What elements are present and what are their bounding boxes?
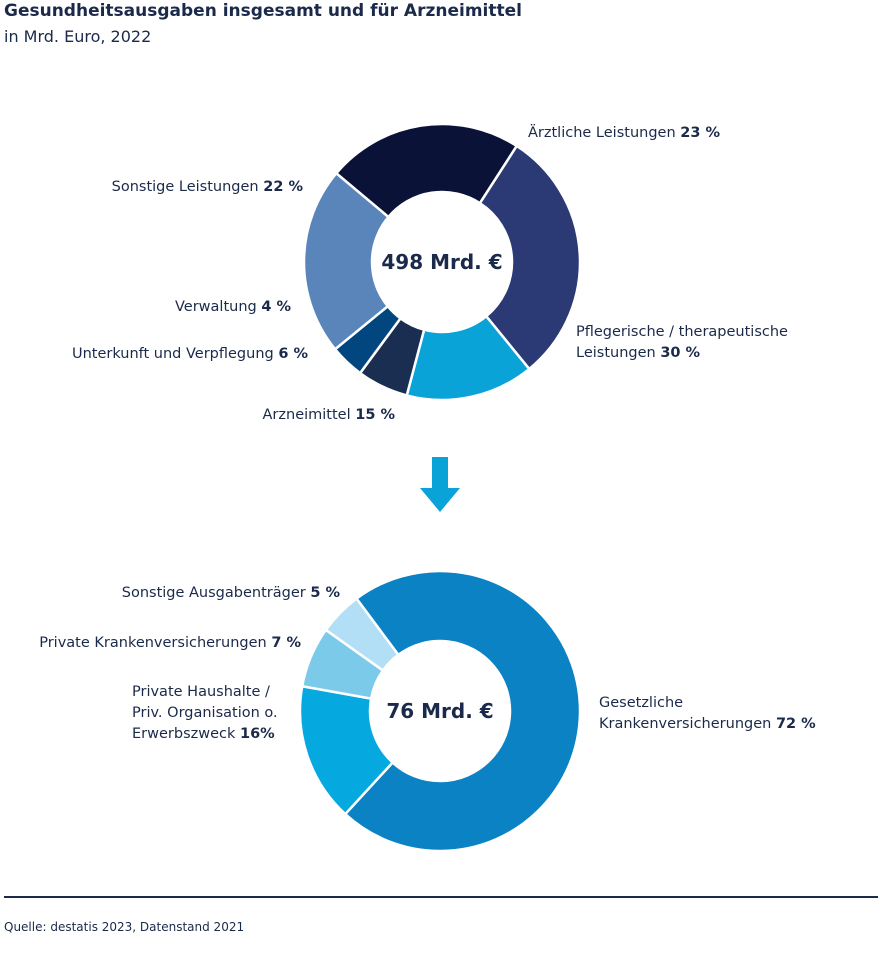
slice-value-sonstige-ausgabentraeger: 5 % xyxy=(310,585,340,601)
chart-subtitle: in Mrd. Euro, 2022 xyxy=(4,27,152,46)
slice-value-sonstige-leistungen: 22 % xyxy=(263,179,303,195)
source-note: Quelle: destatis 2023, Datenstand 2021 xyxy=(4,920,245,934)
slice-value-arzneimittel: 15 % xyxy=(355,407,395,423)
donut-slice-pflegerische-therapeutische-leistungen xyxy=(478,144,582,371)
slice-label-verwaltung: Verwaltung 4 % xyxy=(175,299,291,315)
slice-label-pflegerische-therapeutische-leistungen: Pflegerische / therapeutische Leistungen … xyxy=(576,324,788,361)
donut-chart-pharma xyxy=(298,569,582,853)
donut-center-label: 498 Mrd. € xyxy=(381,250,502,274)
donut-slice-sonstige-leistungen xyxy=(302,171,391,351)
slice-label-sonstige-ausgabentraeger: Sonstige Ausgabenträger 5 % xyxy=(122,585,341,601)
slice-value-private-krankenversicherungen: 7 % xyxy=(271,635,301,651)
donut-chart-total xyxy=(302,122,582,402)
slice-label-gesetzliche-krankenversicherungen: Gesetzliche Krankenversicherungen 72 % xyxy=(599,695,816,732)
slice-label-private-haushalte-priv-organisation-o-erwerbszweck: Private Haushalte / Priv. Organisation o.… xyxy=(132,684,278,742)
slice-value-unterkunft-und-verpflegung: 6 % xyxy=(278,346,308,362)
slice-label-sonstige-leistungen: Sonstige Leistungen 22 % xyxy=(112,179,304,195)
slice-value-verwaltung: 4 % xyxy=(261,299,291,315)
donut-slice-gesetzliche-krankenversicherungen xyxy=(343,569,582,853)
arrow-down-icon xyxy=(420,457,460,512)
donut-center-label: 76 Mrd. € xyxy=(386,699,493,723)
donut-slice-aerztliche-leistungen xyxy=(334,122,519,219)
slice-label-aerztliche-leistungen: Ärztliche Leistungen 23 % xyxy=(528,123,720,141)
slice-label-unterkunft-und-verpflegung: Unterkunft und Verpflegung 6 % xyxy=(72,346,309,362)
slice-value-private-haushalte-priv-organisation-o-erwerbszweck: 16% xyxy=(240,726,275,742)
slice-label-arzneimittel: Arzneimittel 15 % xyxy=(263,407,396,423)
chart-title: Gesundheitsausgaben insgesamt und für Ar… xyxy=(4,1,522,21)
slice-value-aerztliche-leistungen: 23 % xyxy=(680,125,720,141)
donut-chart-total-labels: Ärztliche Leistungen 23 % Pflegerische / … xyxy=(72,123,788,423)
donut-slice-sonstige-ausgabentraeger xyxy=(324,596,401,673)
slice-value-gesetzliche-krankenversicherungen: 72 % xyxy=(776,716,816,732)
footer-divider xyxy=(4,896,878,898)
donut-chart-pharma-labels: Gesetzliche Krankenversicherungen 72 % Pri… xyxy=(39,585,816,742)
slice-label-private-krankenversicherungen: Private Krankenversicherungen 7 % xyxy=(39,635,301,651)
slice-value-pflegerische-therapeutische-leistungen: 30 % xyxy=(660,345,700,361)
